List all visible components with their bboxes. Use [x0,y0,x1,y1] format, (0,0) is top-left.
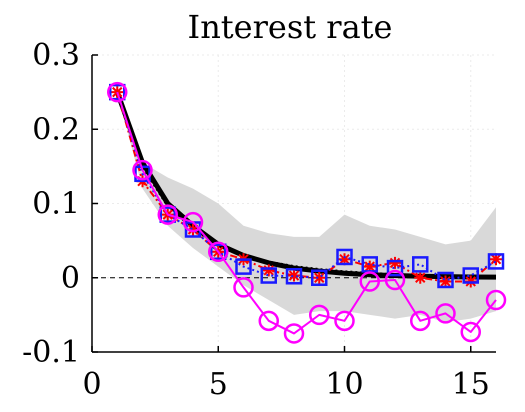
series-4-point-7 [283,323,305,344]
y-tick-label-4: -0.1 [22,335,80,370]
series-1 [115,91,497,279]
series-4 [107,81,507,344]
series-1-line [115,91,497,279]
chart-title: Interest rate [188,8,393,46]
series-3-point-0 [109,83,126,101]
series-2-point-13 [439,275,452,288]
x-tick-label-2: 10 [325,367,363,402]
series-4-point-6 [258,310,279,332]
x-tick-label-0: 0 [82,367,101,402]
series-4-point-8 [309,304,330,326]
series-2-point-15 [490,253,502,266]
series-3-point-7 [285,268,303,285]
series-4-point-10 [359,271,380,292]
series-4-point-12 [410,310,431,332]
series-4-point-14 [460,321,481,343]
series-layer [107,81,507,344]
x-tick-label-1: 5 [209,367,228,402]
series-4-point-0 [107,81,128,103]
series-2-point-10 [363,260,376,273]
series-3-point-5 [235,258,252,275]
series-3-line [116,91,497,281]
y-tick-label-2: 0.1 [32,187,80,222]
series-2-point-6 [262,264,275,277]
series-3-point-8 [311,269,328,286]
series-4-point-4 [208,241,229,263]
series-3-point-12 [412,256,429,273]
series-4-point-11 [384,269,406,291]
series-2-point-9 [338,253,351,266]
tick-labels-layer: 0.30.20.10-0.10 5 10 15 [22,38,490,402]
series-3-point-13 [437,271,454,289]
series-4-point-3 [182,211,204,233]
series-4-line [116,91,497,335]
series-2-point-3 [187,223,199,236]
series-2-point-11 [389,256,401,269]
y-tick-label-0: 0.3 [32,38,80,73]
axes-layer [91,54,496,353]
series-3-point-4 [210,243,227,261]
x-tick-label-3: 15 [452,367,490,402]
series-3 [109,83,505,289]
series-4-point-1 [132,159,153,181]
series-3-point-14 [462,267,479,284]
series-3-point-11 [386,259,404,277]
series-3-point-6 [260,267,277,284]
series-3-point-15 [487,253,505,270]
series-2-point-8 [313,271,326,284]
series-4-point-15 [485,289,507,311]
series-3-point-9 [336,248,353,266]
y-tick-label-3: 0 [61,261,80,296]
series-2-point-7 [288,269,300,282]
series-4-point-9 [334,310,355,332]
series-3-point-2 [159,206,176,223]
series-2-point-12 [414,271,427,284]
series-4-point-2 [157,204,178,225]
series-4-point-5 [233,277,254,298]
series-4-point-13 [435,303,456,324]
y-tick-label-1: 0.2 [32,112,80,147]
